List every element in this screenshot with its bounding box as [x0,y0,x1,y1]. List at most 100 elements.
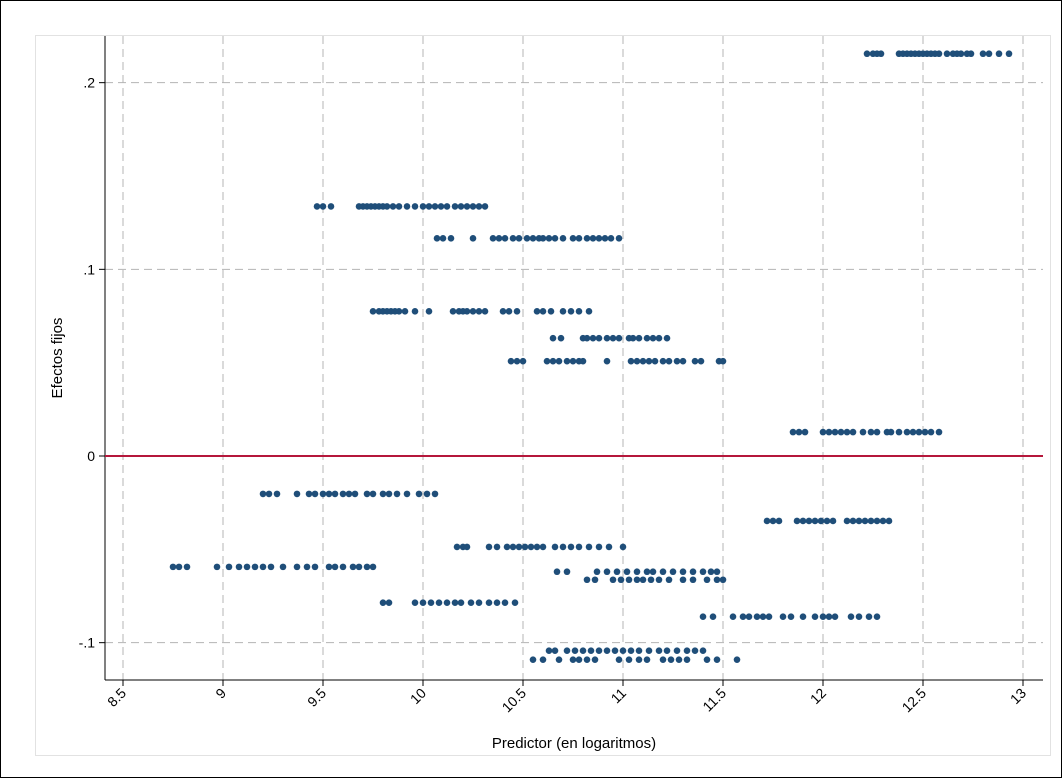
point [691,647,699,654]
point [831,613,839,621]
point [583,334,591,342]
point [689,576,697,584]
point [403,203,411,210]
point [627,647,635,654]
point [213,563,221,571]
point [745,613,753,621]
point [707,568,715,576]
point [793,517,801,525]
point [927,428,935,436]
point [493,543,501,551]
point [775,517,783,525]
graph-region [35,35,1051,756]
point [873,613,881,621]
point [443,599,451,607]
point [319,490,327,498]
point [431,490,439,498]
y-tick-label: -.1 [79,635,96,651]
point [643,568,651,576]
point [595,543,603,551]
point [575,235,583,242]
point [431,203,439,210]
point [493,599,501,607]
point [527,543,535,551]
point [579,647,587,654]
point [603,357,611,365]
point [543,357,551,365]
point [303,563,311,571]
point [293,490,301,498]
point [557,334,565,342]
point [643,334,651,342]
point [655,334,663,342]
y-tick-label: .1 [83,261,95,277]
point [425,308,433,315]
point [443,203,451,210]
point [591,656,599,663]
point [795,428,803,436]
point [529,656,537,663]
point [401,308,409,315]
point [481,203,489,210]
point [603,647,611,654]
point [251,563,259,571]
point [849,428,857,436]
point [837,428,845,436]
point [817,517,825,525]
point [669,568,677,576]
point [713,568,721,576]
point [589,235,597,242]
point [935,50,943,58]
point [709,613,717,621]
point [411,599,419,607]
point [607,235,615,242]
point [585,308,593,315]
point [603,568,611,576]
point [679,576,687,584]
point [571,647,579,654]
point [985,50,993,58]
point [467,599,475,607]
point [639,357,647,365]
y-tick-label: 0 [87,448,95,464]
point [259,563,267,571]
point [885,517,893,525]
point [451,599,459,607]
point [623,568,631,576]
point [511,599,519,607]
point [457,599,465,607]
point [659,656,667,663]
point [403,490,411,498]
point [499,308,507,315]
point [539,543,547,551]
point [935,428,943,436]
point [819,613,827,621]
point [553,568,561,576]
point [855,613,863,621]
point [575,543,583,551]
point [625,576,633,584]
point [633,568,641,576]
point [873,428,881,436]
point [501,235,509,242]
point [847,613,855,621]
point [673,647,681,654]
point [319,203,327,210]
point [583,576,591,584]
point [569,357,577,365]
point [395,203,403,210]
point [859,428,867,436]
point [505,308,513,315]
point [559,235,567,242]
point [469,235,477,242]
point [843,428,851,436]
point [799,613,807,621]
point [589,334,597,342]
point [475,308,483,315]
point [563,647,571,654]
point [633,576,641,584]
point [501,599,509,607]
point [433,235,441,242]
point [699,647,707,654]
point [811,613,819,621]
